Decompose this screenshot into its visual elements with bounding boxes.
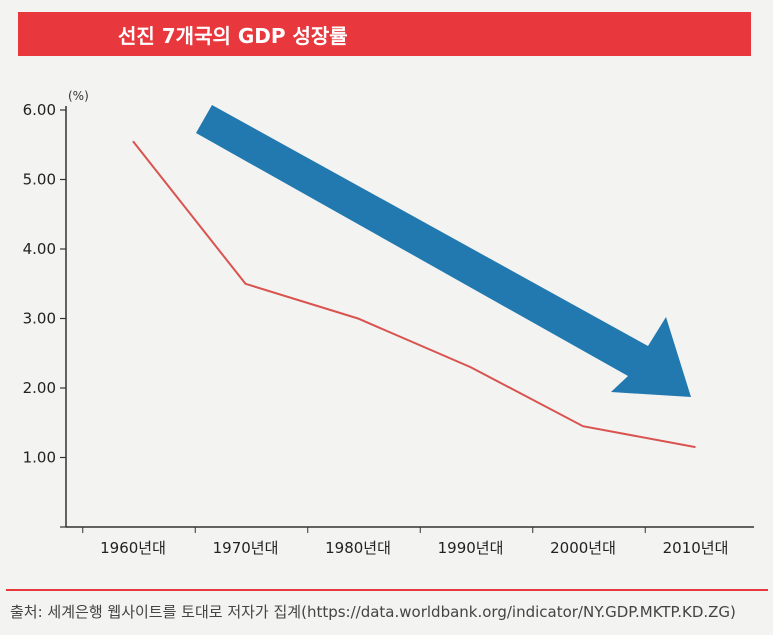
series-line (132, 140, 696, 449)
x-tick-label: 1960년대 (100, 539, 166, 557)
x-tick-label: 1980년대 (325, 539, 391, 557)
y-unit-label: (%) (68, 89, 89, 103)
source-note: 출처: 세계은행 웹사이트를 토대로 저자가 집계(https://data.w… (10, 603, 736, 621)
y-tick-label: 6.00 (23, 101, 56, 119)
y-axis-ticks: 6.00 5.00 4.00 3.00 2.00 1.00 (23, 101, 66, 528)
y-tick-label: 5.00 (23, 171, 56, 189)
x-tick-label: 2010년대 (663, 539, 729, 557)
y-tick-label: 1.00 (23, 449, 56, 467)
source-divider (6, 589, 768, 591)
y-tick-label: 4.00 (23, 240, 56, 258)
y-tick-label: 3.00 (23, 310, 56, 328)
trend-arrow-group (196, 105, 691, 397)
x-tick-label: 1990년대 (438, 539, 504, 557)
chart-title: 선진 7개국의 GDP 성장률 (118, 24, 348, 48)
y-tick-label: 2.00 (23, 379, 56, 397)
x-tick-label: 2000년대 (550, 539, 616, 557)
chart-axes: (%) (65, 89, 754, 528)
title-bar: 선진 7개국의 GDP 성장률 (18, 12, 751, 56)
x-axis-labels: 1960년대 1970년대 1980년대 1990년대 2000년대 2010년대 (82, 527, 729, 557)
down-right-arrow-icon (196, 105, 691, 397)
x-tick-label: 1970년대 (213, 539, 279, 557)
series-group (132, 140, 696, 449)
